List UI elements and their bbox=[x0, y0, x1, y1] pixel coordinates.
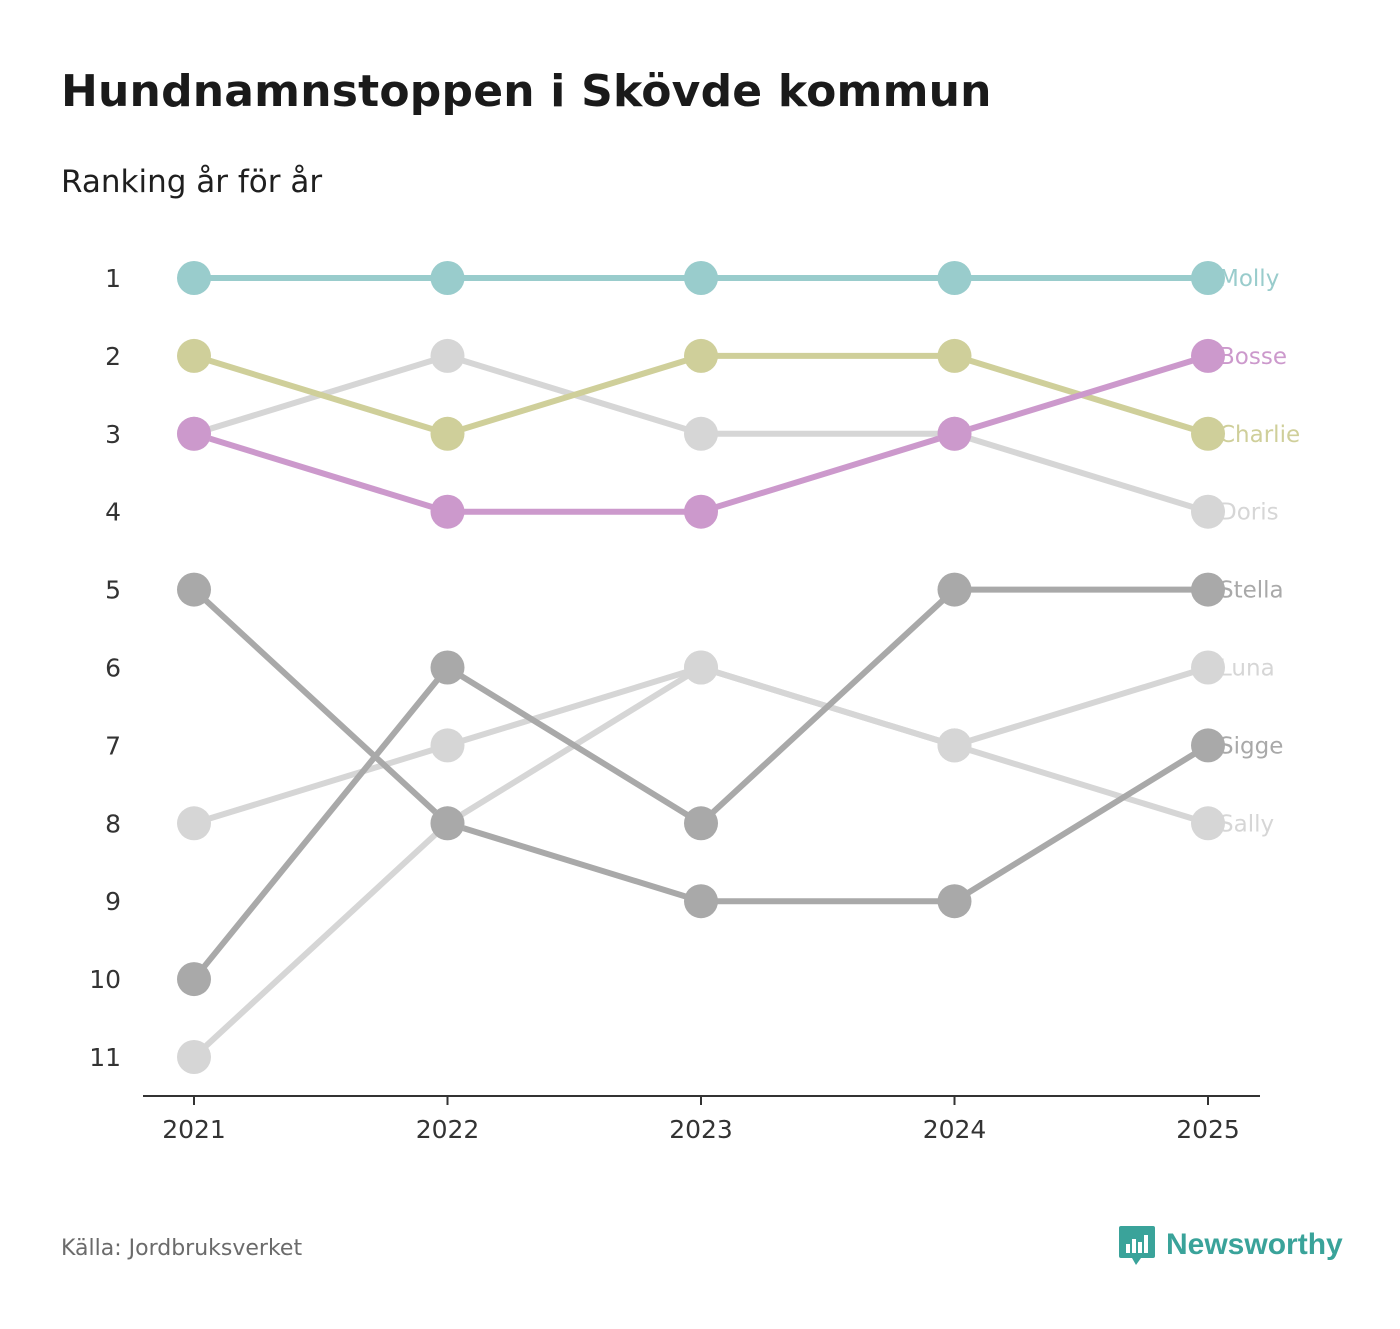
point-charlie-2022 bbox=[430, 416, 465, 451]
y-tick-label: 1 bbox=[105, 264, 121, 293]
point-charlie-2021 bbox=[177, 338, 211, 373]
series-label-sigge: Sigge bbox=[1219, 733, 1283, 759]
y-tick-label: 3 bbox=[105, 420, 121, 449]
series-label-stella: Stella bbox=[1219, 578, 1284, 604]
series-label-molly: Molly bbox=[1219, 266, 1279, 292]
chart-subtitle: Ranking år för år bbox=[61, 164, 323, 200]
point-doris-2023 bbox=[684, 416, 718, 451]
point-sigge-2025 bbox=[1191, 728, 1225, 763]
point-bosse-2023 bbox=[684, 494, 718, 529]
series-label-doris: Doris bbox=[1219, 500, 1279, 526]
chart-title: Hundnamnstoppen i Skövde kommun bbox=[61, 66, 992, 117]
point-charlie-2024 bbox=[937, 338, 972, 373]
series-points bbox=[177, 261, 1225, 1074]
point-sally-2021 bbox=[177, 1040, 211, 1074]
y-tick-label: 9 bbox=[105, 887, 121, 916]
point-luna-2025 bbox=[1191, 650, 1225, 685]
brand-name: Newsworthy bbox=[1166, 1228, 1343, 1261]
point-bosse-2025 bbox=[1191, 338, 1225, 373]
y-tick-label: 10 bbox=[89, 965, 121, 994]
point-luna-2024 bbox=[937, 728, 972, 763]
point-charlie-2023 bbox=[684, 338, 718, 373]
point-molly-2022 bbox=[430, 261, 465, 295]
y-tick-label: 8 bbox=[105, 809, 121, 838]
y-tick-label: 6 bbox=[105, 654, 121, 683]
point-charlie-2025 bbox=[1191, 416, 1225, 451]
series-label-bosse: Bosse bbox=[1219, 344, 1287, 370]
point-luna-2022 bbox=[430, 728, 465, 763]
newsworthy-logo[interactable]: Newsworthy bbox=[1118, 1224, 1343, 1266]
point-stella-2023 bbox=[684, 806, 718, 841]
y-tick-label: 11 bbox=[89, 1043, 121, 1072]
point-molly-2023 bbox=[684, 261, 718, 295]
point-stella-2021 bbox=[177, 962, 211, 997]
x-axis: 2021 2022 2023 2024 2025 bbox=[143, 1095, 1260, 1144]
point-sigge-2021 bbox=[177, 572, 211, 607]
point-sally-2025 bbox=[1191, 806, 1225, 841]
point-molly-2021 bbox=[177, 261, 211, 295]
point-sigge-2024 bbox=[937, 884, 972, 919]
point-bosse-2022 bbox=[430, 494, 465, 529]
x-tick-label: 2024 bbox=[923, 1115, 987, 1144]
y-tick-label: 4 bbox=[105, 498, 121, 527]
point-stella-2022 bbox=[430, 650, 465, 685]
series-label-sally: Sally bbox=[1219, 811, 1274, 837]
series-labels: Sally Luna Doris Sigge Stella Charlie Bosse Mol… bbox=[1219, 266, 1300, 837]
series-line-luna bbox=[191, 664, 1211, 827]
series-label-luna: Luna bbox=[1219, 656, 1275, 682]
point-sigge-2022 bbox=[430, 806, 465, 841]
series-line-sigge bbox=[191, 586, 1211, 905]
point-luna-2021 bbox=[177, 806, 211, 841]
x-tick-label: 2021 bbox=[162, 1115, 226, 1144]
x-tick-label: 2022 bbox=[416, 1115, 480, 1144]
point-luna-2023 bbox=[684, 650, 718, 685]
point-doris-2022 bbox=[430, 338, 465, 373]
source-note: Källa: Jordbruksverket bbox=[61, 1236, 303, 1261]
point-bosse-2024 bbox=[937, 416, 972, 451]
y-axis: 1 2 3 4 5 6 7 8 9 10 11 bbox=[89, 264, 121, 1072]
point-doris-2025 bbox=[1191, 494, 1225, 529]
x-tick-label: 2025 bbox=[1176, 1115, 1240, 1144]
y-tick-label: 5 bbox=[105, 576, 121, 605]
x-tick-label: 2023 bbox=[669, 1115, 733, 1144]
y-tick-label: 2 bbox=[105, 342, 121, 371]
point-bosse-2021 bbox=[177, 416, 211, 451]
bar-chart-speech-bubble-icon bbox=[1119, 1226, 1155, 1265]
point-molly-2025 bbox=[1191, 261, 1225, 295]
point-sigge-2023 bbox=[684, 884, 718, 919]
point-stella-2025 bbox=[1191, 572, 1225, 607]
y-tick-label: 7 bbox=[105, 731, 121, 760]
point-molly-2024 bbox=[937, 261, 972, 295]
point-stella-2024 bbox=[937, 572, 972, 607]
series-label-charlie: Charlie bbox=[1219, 422, 1300, 448]
